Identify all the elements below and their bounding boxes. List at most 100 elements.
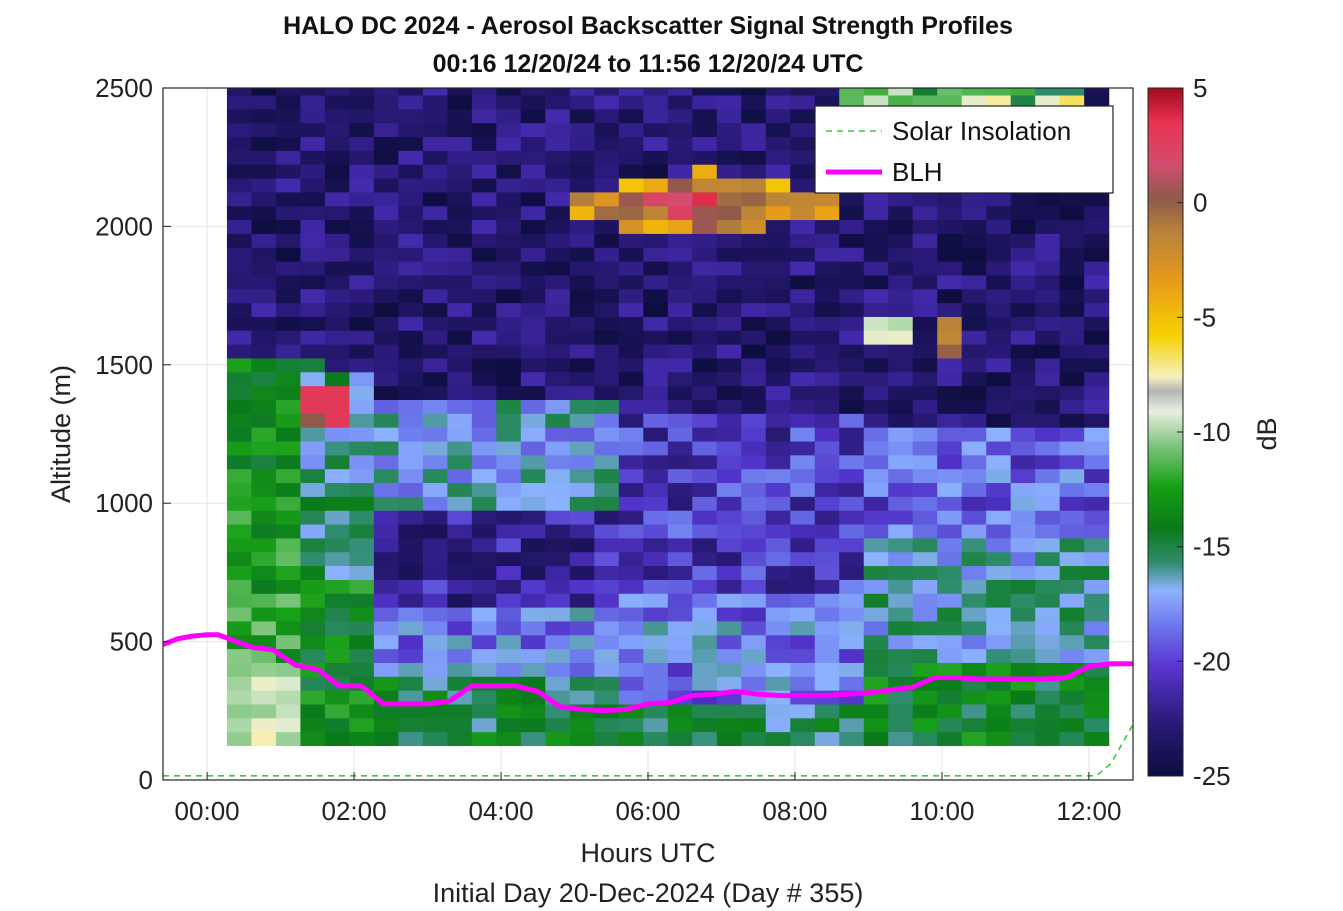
heatmap-cell [471, 717, 497, 733]
heatmap-cell [1059, 468, 1085, 484]
heatmap-cell [814, 330, 840, 345]
heatmap-cell [716, 523, 742, 539]
heatmap-cell [1010, 523, 1036, 539]
heatmap-cell [1035, 523, 1061, 539]
heatmap-cell [667, 593, 693, 608]
heatmap-cell [618, 357, 644, 373]
heatmap-cell [765, 648, 791, 663]
heatmap-cell [888, 593, 914, 608]
x-tick-label: 04:00 [468, 796, 533, 826]
heatmap-cell [1010, 634, 1036, 650]
heatmap-cell [667, 344, 693, 359]
heatmap-cell [863, 371, 889, 387]
heatmap-cell [471, 703, 497, 719]
heatmap-cell [814, 371, 840, 387]
heatmap-cell [937, 579, 963, 594]
heatmap-cell [1084, 330, 1110, 345]
heatmap-cell [765, 205, 791, 221]
heatmap-cell [643, 620, 669, 636]
heatmap-cell [447, 288, 473, 304]
heatmap-cell [373, 164, 399, 179]
heatmap-cell [888, 274, 914, 290]
heatmap-cell [471, 164, 497, 179]
heatmap-cell [1084, 413, 1110, 428]
heatmap-cell [937, 731, 963, 746]
heatmap-cell [986, 648, 1012, 663]
heatmap-cell [349, 108, 375, 124]
heatmap-cell [790, 565, 816, 580]
heatmap-cell [790, 88, 816, 96]
heatmap-cell [349, 579, 375, 594]
heatmap-cell [447, 122, 473, 138]
heatmap-cell [667, 579, 693, 594]
heatmap-cell [912, 219, 938, 234]
heatmap-cell [324, 316, 350, 331]
heatmap-cell [373, 551, 399, 567]
heatmap-cell [447, 261, 473, 276]
heatmap-cell [839, 288, 865, 304]
heatmap-cell [569, 662, 595, 677]
heatmap-cell [275, 219, 302, 234]
y-tick-label: 500 [110, 627, 153, 657]
heatmap-cell [349, 510, 375, 525]
heatmap-cell [226, 510, 253, 525]
heatmap-cell [422, 634, 448, 650]
heatmap-cell [618, 676, 644, 691]
heatmap-cell [1084, 731, 1110, 746]
heatmap-cell [569, 565, 595, 580]
heatmap-cell [839, 357, 865, 373]
heatmap-cell [790, 316, 816, 331]
heatmap-cell [618, 219, 644, 234]
heatmap-cell [471, 399, 497, 414]
heatmap-cell [422, 302, 448, 317]
heatmap-cell [594, 440, 620, 456]
heatmap-cell [692, 579, 718, 594]
heatmap-cell [226, 496, 253, 511]
heatmap-cell [888, 703, 914, 719]
heatmap-cell [324, 233, 350, 248]
heatmap-cell [912, 454, 938, 470]
heatmap-cell [398, 344, 424, 359]
heatmap-cell [251, 261, 277, 276]
y-tick-label: 0 [139, 765, 153, 795]
heatmap-cell [1035, 662, 1061, 677]
heatmap-cell [888, 648, 914, 663]
heatmap-cell [226, 440, 253, 456]
heatmap-cell [349, 371, 375, 387]
heatmap-cell [300, 205, 326, 221]
heatmap-cell [937, 205, 963, 221]
heatmap-cell [520, 579, 546, 594]
heatmap-cell [1010, 468, 1036, 484]
heatmap-cell [1059, 385, 1085, 400]
heatmap-cell [790, 122, 816, 138]
heatmap-cell [961, 634, 987, 650]
heatmap-cell [692, 385, 718, 400]
heatmap-cell [961, 510, 987, 525]
heatmap-cell [520, 191, 546, 207]
heatmap-cell [716, 413, 742, 428]
heatmap-cell [520, 302, 546, 317]
heatmap-cell [692, 427, 718, 442]
heatmap-cell [594, 88, 620, 96]
heatmap-cell [422, 288, 448, 304]
heatmap-cell [398, 122, 424, 138]
heatmap-cell [741, 468, 767, 484]
heatmap-cell [888, 344, 914, 359]
heatmap-cell [594, 150, 620, 165]
heatmap-cell [300, 454, 326, 470]
heatmap-cell [618, 302, 644, 317]
heatmap-cell [765, 177, 791, 193]
heatmap-cell [618, 122, 644, 138]
heatmap-cell [251, 164, 277, 179]
heatmap-cell [373, 288, 399, 304]
heatmap-cell [986, 440, 1012, 456]
heatmap-cell [1010, 565, 1036, 580]
heatmap-cell [1035, 385, 1061, 400]
heatmap-cell [618, 261, 644, 276]
heatmap-cell [1010, 330, 1036, 345]
heatmap-cell [520, 177, 546, 193]
heatmap-cell [863, 454, 889, 470]
heatmap-cell [937, 440, 963, 456]
heatmap-cell [226, 164, 253, 179]
heatmap-cell [888, 413, 914, 428]
